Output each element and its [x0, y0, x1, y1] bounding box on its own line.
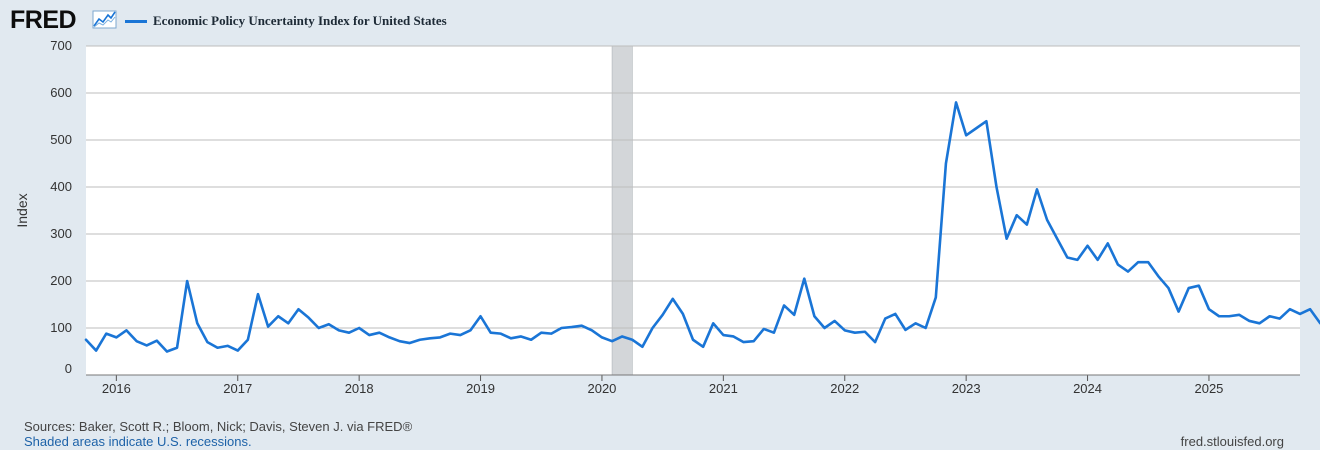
y-tick-label: 500	[50, 132, 72, 147]
y-tick-label: 100	[50, 320, 72, 335]
x-tick-label: 2018	[345, 381, 374, 396]
x-tick-label: 2024	[1073, 381, 1102, 396]
recession-band	[611, 45, 633, 376]
y-tick-label: 200	[50, 273, 72, 288]
recession-note-link[interactable]: Shaded areas indicate U.S. recessions.	[24, 434, 252, 449]
x-tick-label: 2017	[223, 381, 252, 396]
y-tick-label: 600	[50, 85, 72, 100]
plot-area	[86, 46, 1300, 375]
y-tick-label: 0	[65, 361, 72, 376]
site-url: fred.stlouisfed.org	[1180, 434, 1284, 449]
y-tick-label: 300	[50, 226, 72, 241]
x-tick-label: 2021	[709, 381, 738, 396]
y-tick-label: 700	[50, 38, 72, 53]
sources-note: Sources: Baker, Scott R.; Bloom, Nick; D…	[24, 419, 413, 434]
legend-swatch	[125, 20, 147, 23]
x-tick-label: 2016	[102, 381, 131, 396]
legend-label[interactable]: Economic Policy Uncertainty Index for Un…	[153, 13, 447, 28]
line-chart-icon	[92, 10, 117, 29]
chart-header: FRED Economic Policy Uncertainty Index f…	[0, 0, 1320, 44]
fred-logo[interactable]: FRED	[10, 6, 77, 34]
x-tick-label: 2025	[1194, 381, 1223, 396]
y-axis-title: Index	[14, 193, 30, 227]
series-line	[84, 101, 1320, 353]
y-tick-label: 400	[50, 179, 72, 194]
x-tick-label: 2022	[830, 381, 859, 396]
x-tick-label: 2019	[466, 381, 495, 396]
x-tick-label: 2023	[952, 381, 981, 396]
x-tick-label: 2020	[587, 381, 616, 396]
